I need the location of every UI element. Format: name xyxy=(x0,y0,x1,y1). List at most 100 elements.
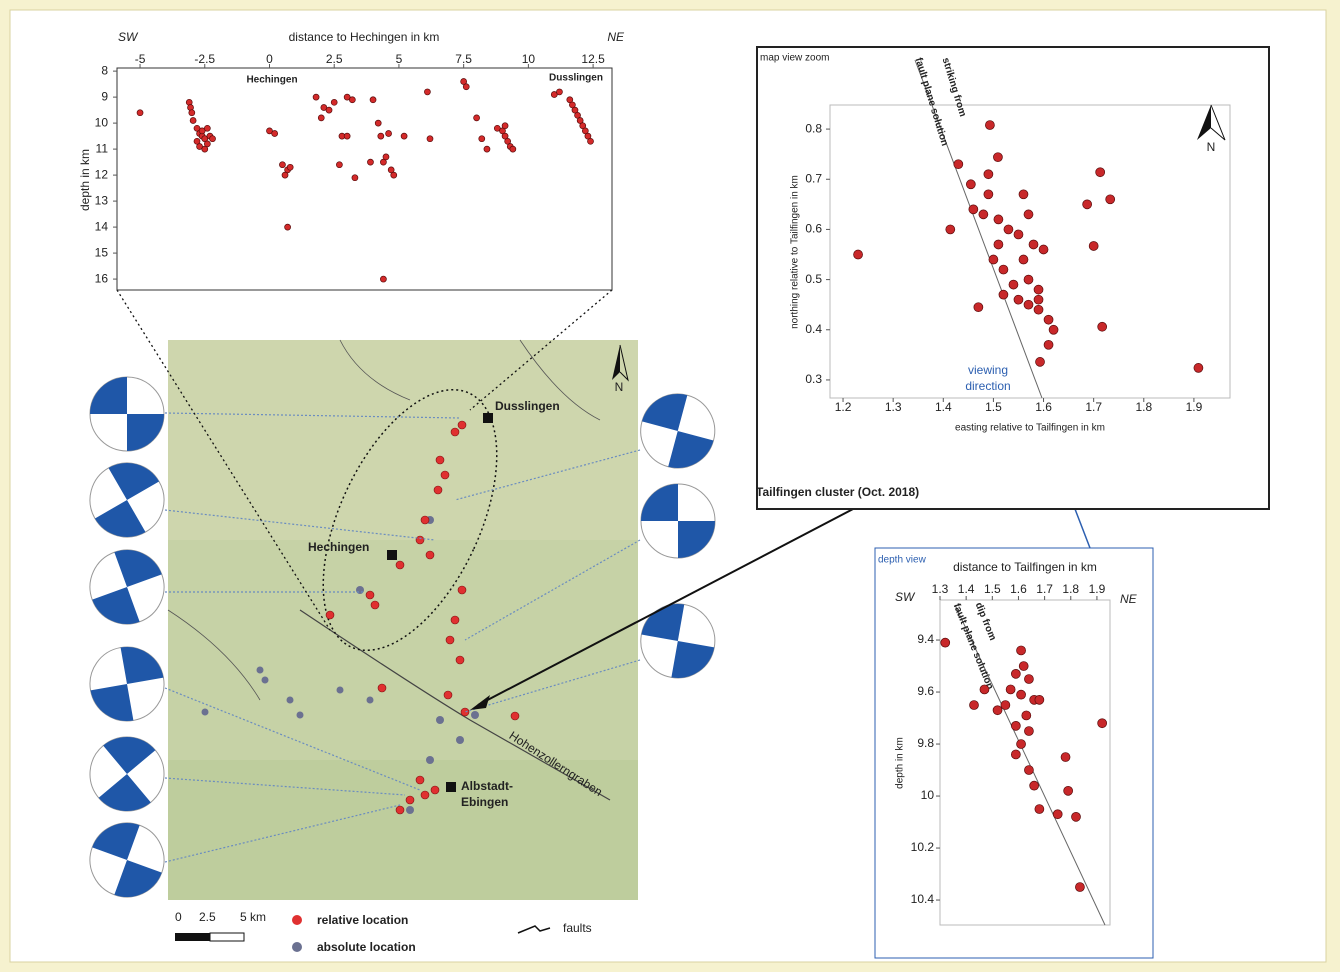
data-point xyxy=(137,110,143,116)
data-point xyxy=(1036,357,1045,366)
data-point xyxy=(1019,662,1028,671)
y-tick-label: 9.4 xyxy=(917,632,934,646)
data-point xyxy=(189,110,195,116)
scale-label: 0 xyxy=(175,910,182,924)
data-point xyxy=(210,136,216,142)
data-point xyxy=(331,99,337,105)
data-point xyxy=(1044,340,1053,349)
data-point xyxy=(1017,646,1026,655)
data-point xyxy=(484,146,490,152)
data-point xyxy=(966,180,975,189)
side-label: NE xyxy=(607,30,625,44)
data-point xyxy=(204,125,210,131)
data-point xyxy=(479,136,485,142)
x-tick-label: 7.5 xyxy=(455,52,472,66)
data-point xyxy=(1072,812,1081,821)
annotation: viewing xyxy=(968,363,1008,377)
data-point xyxy=(1034,285,1043,294)
data-point xyxy=(993,706,1002,715)
data-point xyxy=(1001,701,1010,710)
x-tick-label: 1.3 xyxy=(932,582,949,596)
y-tick-label: 13 xyxy=(95,193,109,207)
x-tick-label: 5 xyxy=(396,52,403,66)
data-point xyxy=(1083,200,1092,209)
x-tick-label: 1.5 xyxy=(985,400,1002,414)
data-point xyxy=(285,224,291,230)
data-point xyxy=(424,89,430,95)
data-point xyxy=(318,115,324,121)
data-point xyxy=(474,115,480,121)
data-point xyxy=(994,240,1003,249)
data-point xyxy=(1014,295,1023,304)
data-point xyxy=(1034,305,1043,314)
y-tick-label: 10.2 xyxy=(911,840,935,854)
data-point xyxy=(427,136,433,142)
data-point xyxy=(502,123,508,129)
data-point xyxy=(1089,241,1098,250)
data-point xyxy=(1029,240,1038,249)
x-axis-label: distance to Tailfingen in km xyxy=(953,560,1097,574)
data-point xyxy=(1098,719,1107,728)
data-point xyxy=(1011,750,1020,759)
y-tick-label: 0.4 xyxy=(805,322,822,336)
x-tick-label: 1.4 xyxy=(935,400,952,414)
y-tick-label: 15 xyxy=(95,245,109,259)
y-tick-label: 8 xyxy=(101,63,108,77)
data-point xyxy=(1106,195,1115,204)
data-point xyxy=(463,84,469,90)
data-point xyxy=(1006,685,1015,694)
data-point xyxy=(190,118,196,124)
data-point xyxy=(1034,295,1043,304)
data-point xyxy=(1004,225,1013,234)
data-point xyxy=(985,121,994,130)
data-point xyxy=(946,225,955,234)
x-tick-label: 1.7 xyxy=(1085,400,1102,414)
y-tick-label: 9 xyxy=(101,89,108,103)
x-tick-label: 0 xyxy=(266,52,273,66)
data-point xyxy=(380,276,386,282)
x-tick-label: 1.3 xyxy=(885,400,902,414)
inset-title: map view zoom xyxy=(760,53,829,64)
y-tick-label: 11 xyxy=(96,141,109,155)
data-point xyxy=(202,146,208,152)
data-point xyxy=(954,160,963,169)
y-tick-label: 12 xyxy=(95,167,109,181)
data-point xyxy=(1024,675,1033,684)
data-point xyxy=(352,175,358,181)
legend-label: faults xyxy=(563,921,592,935)
legend-label: relative location xyxy=(317,913,408,927)
data-point xyxy=(1024,727,1033,736)
x-axis-label: distance to Hechingen in km xyxy=(289,30,440,44)
y-tick-label: 0.7 xyxy=(805,171,822,185)
x-tick-label: -2.5 xyxy=(194,52,215,66)
data-point xyxy=(1011,721,1020,730)
data-point xyxy=(1044,315,1053,324)
data-point xyxy=(370,97,376,103)
data-point xyxy=(1039,245,1048,254)
data-point xyxy=(1019,190,1028,199)
data-point xyxy=(401,133,407,139)
data-point xyxy=(1024,766,1033,775)
y-tick-label: 9.8 xyxy=(917,736,934,750)
data-point xyxy=(969,205,978,214)
x-tick-label: 1.6 xyxy=(1010,582,1027,596)
data-point xyxy=(1009,280,1018,289)
y-axis-label: depth in km xyxy=(78,149,92,211)
y-tick-label: 0.3 xyxy=(805,372,822,386)
data-point xyxy=(344,133,350,139)
data-point xyxy=(336,162,342,168)
data-point xyxy=(194,138,200,144)
data-point xyxy=(1024,210,1033,219)
data-point xyxy=(974,303,983,312)
y-tick-label: 0.8 xyxy=(805,121,822,135)
data-point xyxy=(380,159,386,165)
data-point xyxy=(588,138,594,144)
x-tick-label: 1.8 xyxy=(1062,582,1079,596)
data-point xyxy=(349,97,355,103)
data-point xyxy=(1024,275,1033,284)
data-point xyxy=(941,638,950,647)
x-axis-label: easting relative to Tailfingen in km xyxy=(955,423,1105,434)
data-point xyxy=(367,159,373,165)
data-point xyxy=(989,255,998,264)
data-point xyxy=(1022,711,1031,720)
